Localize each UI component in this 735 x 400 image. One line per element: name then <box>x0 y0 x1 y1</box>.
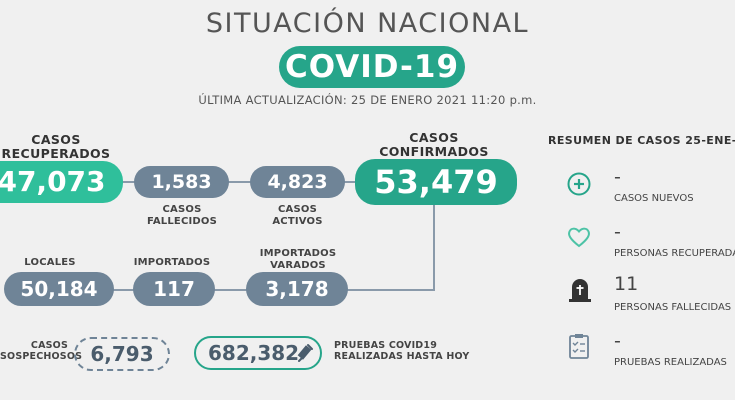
pruebas-realizadas-value: - <box>614 330 621 352</box>
fallecidas-value: 11 <box>614 273 639 295</box>
connector-line-elbow-h <box>348 289 434 291</box>
page-title: SITUACIÓN NACIONAL <box>205 8 530 39</box>
activos-pill: 4,823 <box>250 166 345 198</box>
confirmados-label: CASOS CONFIRMADOS <box>379 130 489 159</box>
nuevos-value: - <box>614 166 621 188</box>
syringe-icon <box>297 344 313 362</box>
heart-icon <box>568 227 590 248</box>
importados-pill: 117 <box>133 272 215 306</box>
recuperadas-label: PERSONAS RECUPERADAS <box>614 248 735 259</box>
varados-pill: 3,178 <box>246 272 348 306</box>
nuevos-label: CASOS NUEVOS <box>614 193 694 204</box>
recuperados-pill: 47,073 <box>0 161 123 203</box>
pruebas-label: PRUEBAS COVID19 REALIZADAS HASTA HOY <box>334 340 470 362</box>
activos-label: CASOS ACTIVOS <box>272 204 323 227</box>
resumen-title: RESUMEN DE CASOS 25-ENE-21 <box>548 134 735 147</box>
clipboard-icon <box>569 334 589 359</box>
pruebas-realizadas-label: PRUEBAS REALIZADAS <box>614 357 727 368</box>
sospechosos-pill: 6,793 <box>74 337 170 371</box>
pruebas-pill: 682,382 <box>194 336 322 370</box>
sospechosos-label: CASOS SOSPECHOSOS <box>0 340 83 362</box>
plus-circle-icon <box>567 172 591 196</box>
confirmados-pill: 53,479 <box>355 159 517 205</box>
tombstone-icon <box>569 279 591 302</box>
recuperados-label: CASOS RECUPERADOS <box>1 132 111 161</box>
recuperadas-value: - <box>614 221 621 243</box>
importados-label: IMPORTADOS <box>133 257 211 268</box>
last-updated: ÚLTIMA ACTUALIZACIÓN: 25 DE ENERO 2021 1… <box>198 93 537 107</box>
fallecidos-pill: 1,583 <box>134 166 229 198</box>
connector-line-elbow-v <box>433 195 435 291</box>
covid-badge: COVID-19 <box>279 46 465 88</box>
varados-label: IMPORTADOS VARADOS <box>259 248 337 271</box>
connector-line-top <box>110 181 360 183</box>
pruebas-value: 682,382 <box>208 341 300 365</box>
fallecidas-label: PERSONAS FALLECIDAS <box>614 302 732 313</box>
locales-pill: 50,184 <box>4 272 114 306</box>
locales-label: LOCALES <box>24 257 76 268</box>
fallecidos-label: CASOS FALLECIDOS <box>146 204 218 227</box>
